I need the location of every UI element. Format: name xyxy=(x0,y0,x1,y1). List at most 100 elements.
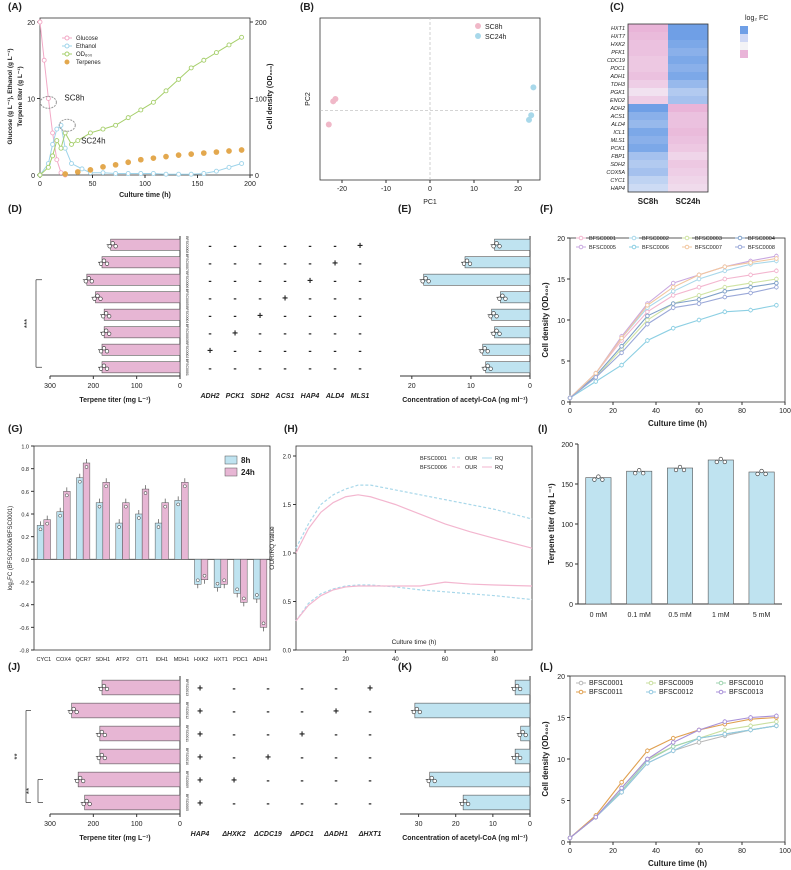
y-axis-label: Cell density (OD₆₀₀) xyxy=(541,721,550,797)
data-point xyxy=(97,504,102,509)
data-point xyxy=(87,130,93,136)
x-tick-label: 30 xyxy=(415,821,423,828)
genotype-mark: - xyxy=(233,293,236,304)
y-tick-label: -0.4 xyxy=(20,603,29,609)
annotation-circle xyxy=(58,118,76,132)
genotype-mark: - xyxy=(266,730,269,741)
data-point xyxy=(188,151,195,157)
data-point xyxy=(107,314,112,319)
bar xyxy=(99,748,181,765)
strain-label: BFSC0003 xyxy=(185,324,189,341)
x-tick-label: 20 xyxy=(514,186,522,193)
genotype-mark: - xyxy=(334,799,337,810)
heatmap-cell xyxy=(628,56,668,64)
heatmap-cell xyxy=(668,112,708,120)
heatmap-cell xyxy=(668,56,708,64)
genotype-mark: - xyxy=(266,799,269,810)
bar xyxy=(77,771,181,788)
data-point xyxy=(176,171,182,177)
data-point xyxy=(670,284,676,290)
genotype-mark: - xyxy=(358,311,361,322)
genotype-mark: - xyxy=(232,753,235,764)
panel-label: (B) xyxy=(300,2,314,13)
data-point xyxy=(96,732,101,738)
legend-entry: RQ xyxy=(495,456,504,462)
data-point xyxy=(125,115,131,121)
x-tick-label: 40 xyxy=(652,848,660,855)
genotype-mark: - xyxy=(266,684,269,695)
data-point xyxy=(69,161,74,166)
genotype-mark: - xyxy=(233,276,236,287)
significance-label: ** xyxy=(13,753,22,759)
data-point xyxy=(163,171,169,177)
data-point xyxy=(619,350,624,356)
data-point xyxy=(774,302,779,308)
heatmap-title: log₂ FC xyxy=(745,15,768,22)
x-axis-label: Concentration of acetyl-CoA (ng ml⁻¹) xyxy=(402,397,528,404)
data-point xyxy=(163,153,169,160)
data-point xyxy=(215,581,220,586)
data-point xyxy=(645,756,650,762)
heatmap-cell xyxy=(668,64,708,72)
gene-label: MLS1 xyxy=(351,393,370,400)
data-point xyxy=(68,709,73,715)
data-point xyxy=(83,279,88,284)
genotype-mark: - xyxy=(258,363,261,374)
x-tick-label: 0 xyxy=(178,383,182,390)
legend-entry: OUR xyxy=(465,456,477,462)
data-point xyxy=(670,736,676,741)
data-point xyxy=(87,167,94,173)
data-point xyxy=(420,279,425,284)
data-point xyxy=(645,302,650,308)
data-point xyxy=(124,504,128,509)
genotype-mark: - xyxy=(368,776,371,787)
bar xyxy=(43,519,51,560)
panel-label: (G) xyxy=(8,424,22,435)
bar xyxy=(174,500,182,560)
heatmap-cell xyxy=(628,96,668,104)
x-axis-label: Terpene titer (mg L⁻¹) xyxy=(79,397,150,404)
y-axis-label: log₂FC (BFSC0006/BFSC0001) xyxy=(8,506,14,590)
data-point xyxy=(714,459,719,465)
bar xyxy=(707,459,734,605)
strain-label: BFSC0012 xyxy=(185,702,189,719)
data-point xyxy=(593,814,599,820)
data-point xyxy=(722,719,728,724)
legend-entry: 24h xyxy=(241,468,255,477)
x-tick-label: 200 xyxy=(244,181,256,188)
genotype-mark: + xyxy=(257,311,263,322)
annotation-label: SC8h xyxy=(64,93,84,102)
data-point xyxy=(748,307,753,313)
data-point xyxy=(748,284,753,290)
heatmap-column-label: SC24h xyxy=(676,197,701,206)
y-tick-label: 0.0 xyxy=(283,649,292,655)
data-point xyxy=(100,163,106,170)
genotype-mark: - xyxy=(368,707,371,718)
x-axis-label: Culture time (h) xyxy=(648,859,707,868)
data-point xyxy=(722,731,728,737)
data-point xyxy=(325,121,332,128)
panel-label: (H) xyxy=(284,424,298,435)
data-point xyxy=(107,331,112,336)
heatmap-row-label: PFK1 xyxy=(611,50,625,56)
data-point xyxy=(488,366,493,371)
bar xyxy=(748,471,775,605)
gene-label: HAP4 xyxy=(301,393,320,400)
x-tick-label: 40 xyxy=(392,657,399,663)
genotype-mark: - xyxy=(283,241,286,252)
bar xyxy=(63,491,71,560)
data-point xyxy=(58,513,62,518)
data-point xyxy=(104,686,110,692)
genotype-mark: - xyxy=(283,346,286,357)
data-point xyxy=(645,760,650,766)
y-axis-label-left: Glucose (g L⁻¹), Ethanol (g L⁻¹) xyxy=(7,48,14,144)
data-point xyxy=(512,686,517,692)
bar xyxy=(102,482,110,560)
y-axis-label: Cell density (OD₆₀₀) xyxy=(541,282,550,358)
data-point xyxy=(515,752,520,758)
x-tick-label: 1 mM xyxy=(712,612,730,619)
bar xyxy=(423,273,531,286)
gene-label: ΔCDC19 xyxy=(253,831,282,838)
heatmap-cell xyxy=(668,144,708,152)
genotype-mark: - xyxy=(333,346,336,357)
